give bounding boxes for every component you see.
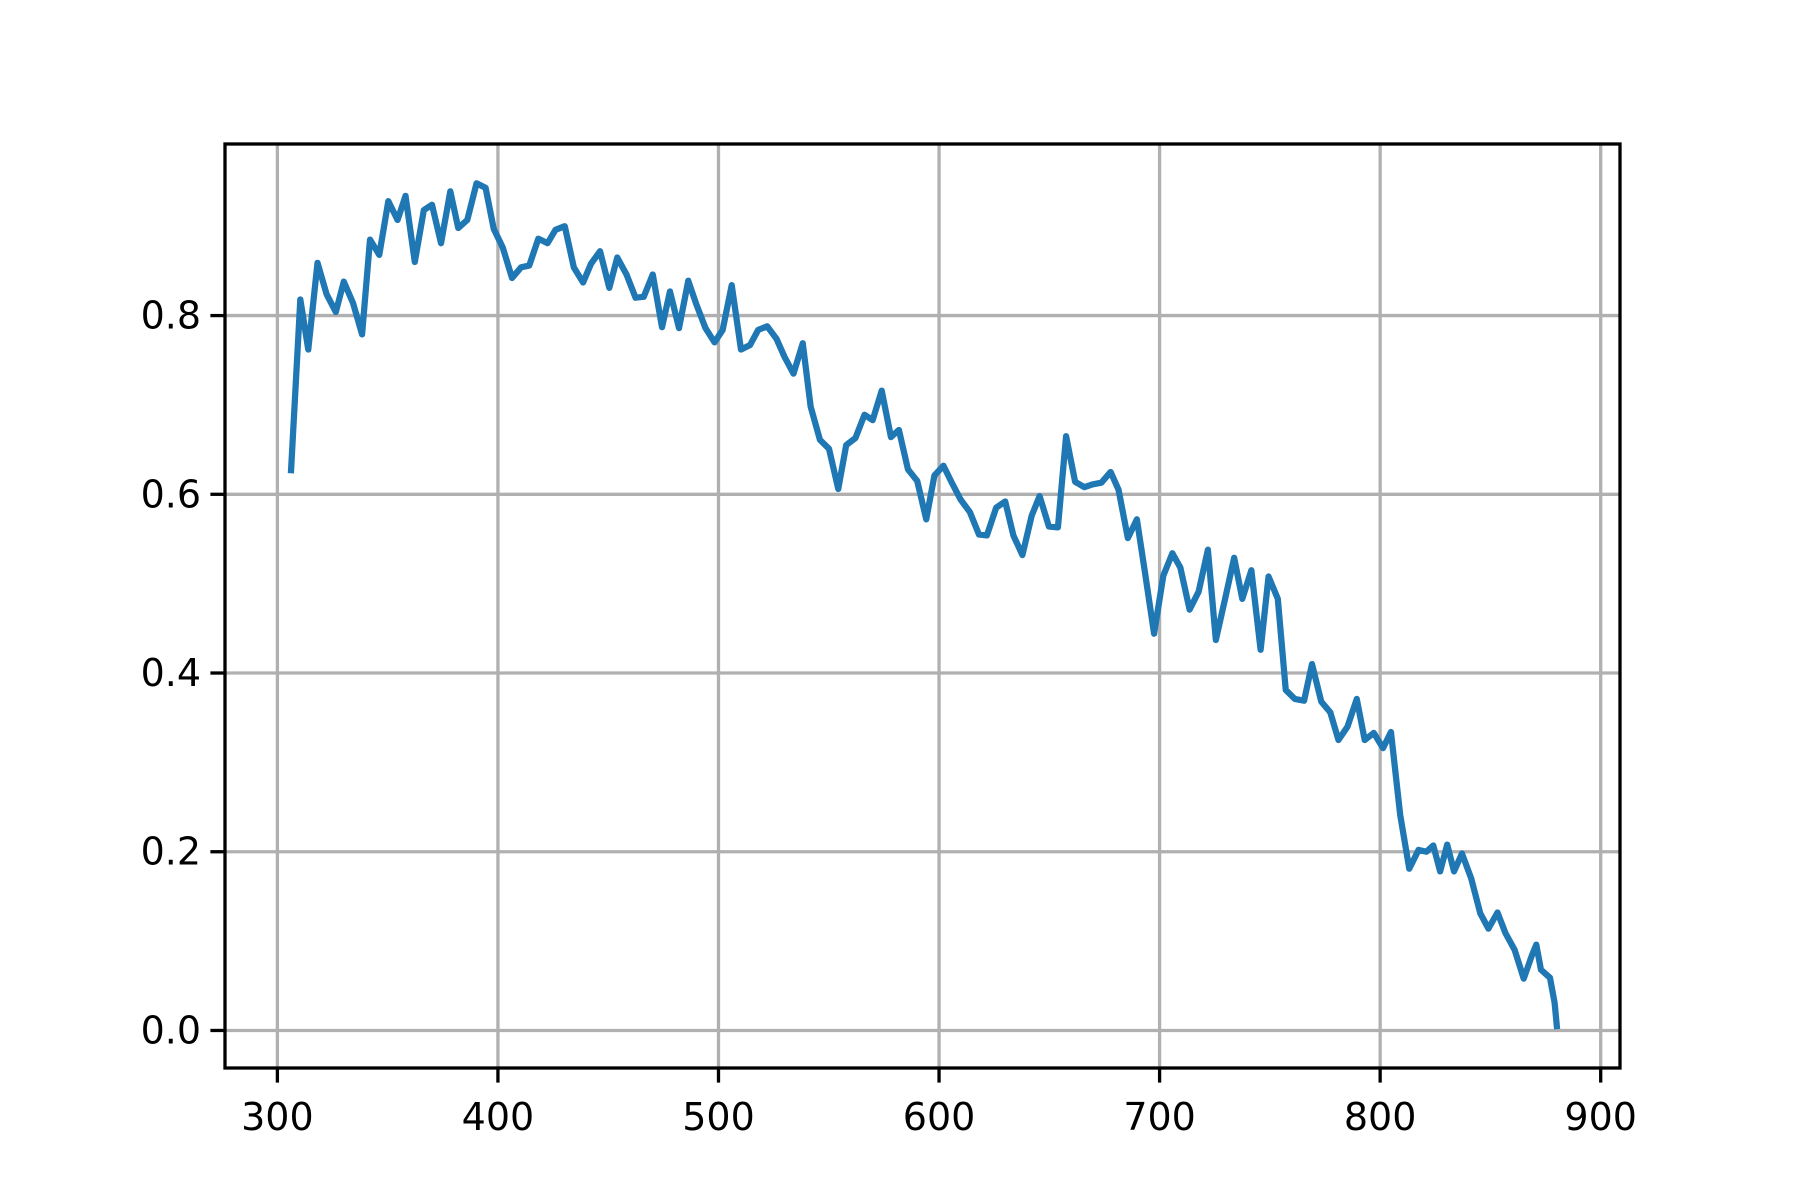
y-tick-label: 0.8: [141, 294, 201, 338]
y-tick-label: 0.6: [141, 472, 201, 516]
x-tick-label: 600: [903, 1095, 976, 1139]
y-tick-label: 0.4: [141, 651, 201, 695]
x-tick-label: 800: [1344, 1095, 1417, 1139]
x-tick-label: 900: [1564, 1095, 1637, 1139]
x-tick-label: 500: [682, 1095, 755, 1139]
x-tick-label: 400: [462, 1095, 535, 1139]
x-tick-label: 700: [1123, 1095, 1196, 1139]
y-tick-label: 0.2: [141, 830, 201, 874]
y-tick-label: 0.0: [141, 1008, 201, 1052]
plot-frame: [223, 142, 1622, 1070]
x-tick-label: 300: [241, 1095, 314, 1139]
data-line: [287, 180, 1561, 1030]
